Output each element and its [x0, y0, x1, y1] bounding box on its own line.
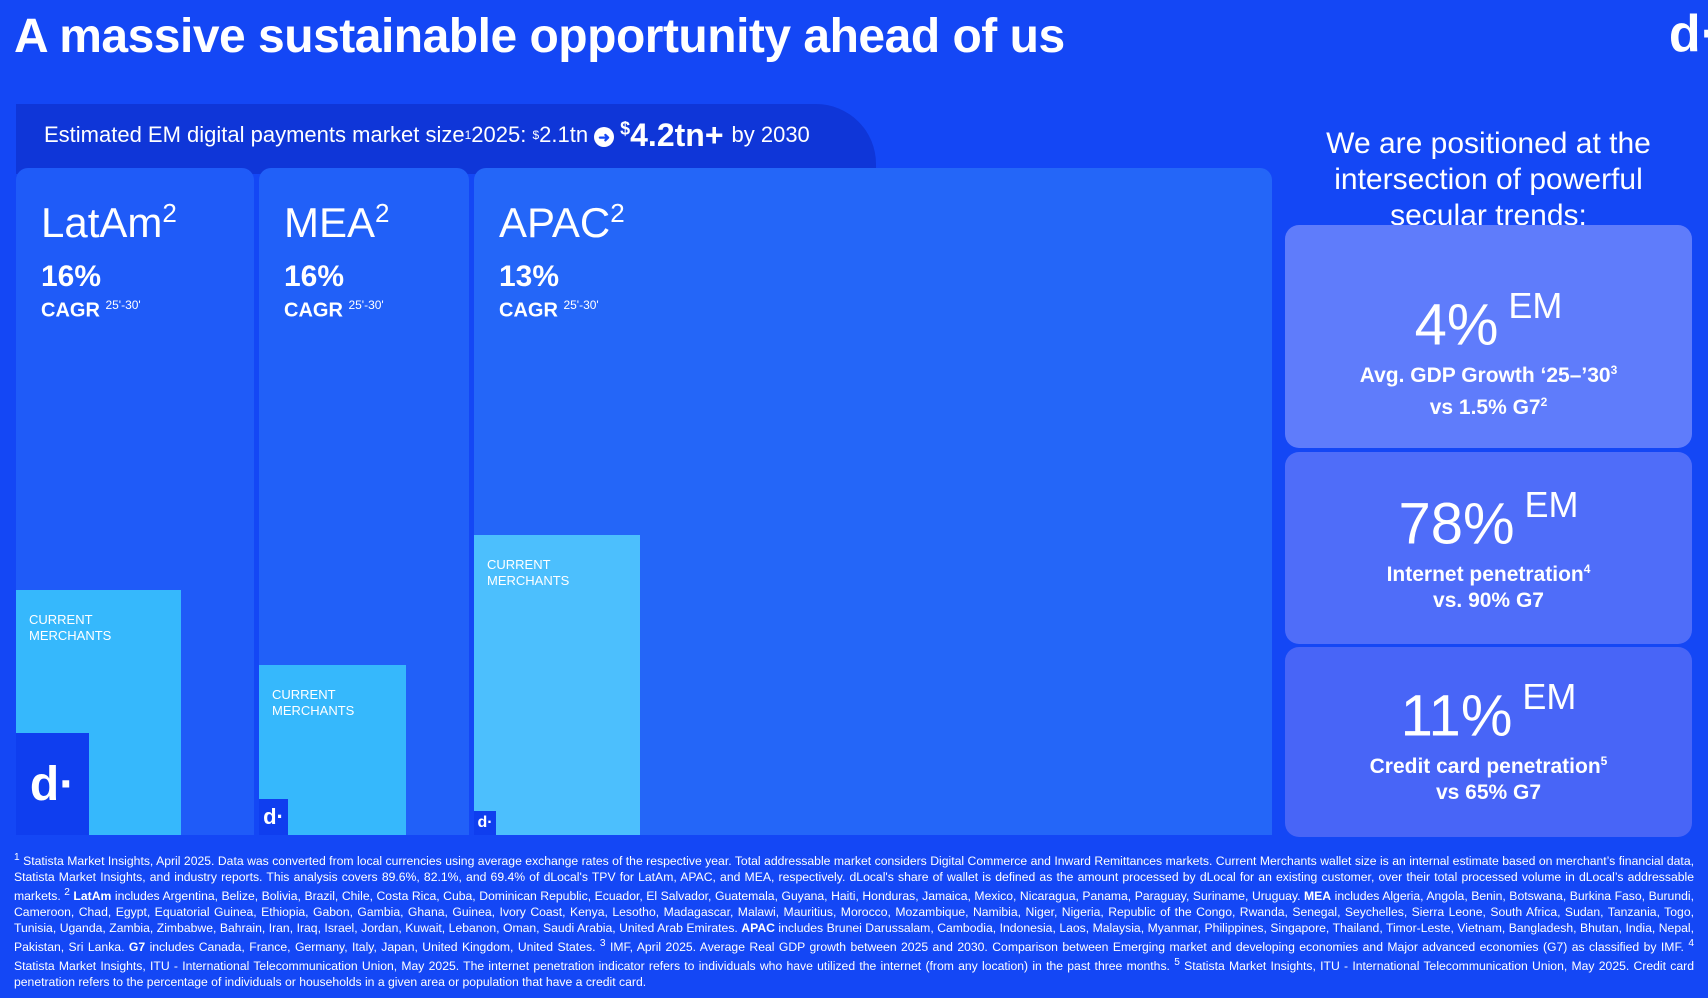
market-value-2025: 2.1tn: [539, 122, 589, 147]
footnote-number: 1: [14, 852, 20, 863]
stat-qualifier: EM: [1522, 676, 1577, 717]
stat-number: 78%: [1398, 491, 1515, 557]
dlocal-logo: d·: [1668, 5, 1708, 63]
footnote: 1 Statista Market Insights, April 2025. …: [14, 850, 1694, 990]
page-title: A massive sustainable opportunity ahead …: [14, 10, 1065, 63]
region-cagr-label: CAGR 25'-30': [499, 298, 599, 323]
market-size-label: Estimated EM digital payments market siz…: [44, 122, 465, 147]
cagr-period: 25'-30': [348, 298, 384, 312]
stat-description: Avg. GDP Growth ‘25–’303: [1285, 357, 1692, 389]
footnote-text: Statista Market Insights, ITU - Internat…: [14, 959, 1175, 974]
region-name-text: APAC: [499, 199, 611, 246]
market-size-banner: [16, 104, 876, 174]
region-cagr-value: 16%: [41, 260, 102, 293]
cagr-text: CAGR: [284, 299, 343, 322]
footnote-text: Statista Market Insights, ITU - Internat…: [14, 959, 1694, 990]
dlocal-share-box: d·: [16, 733, 89, 835]
footnote-ref: 2: [162, 198, 177, 228]
arrow-right-circle-icon: ➜: [594, 127, 615, 147]
stat-value: 11% EM: [1285, 671, 1692, 748]
footnote-text: includes Canada, France, Germany, Italy,…: [145, 940, 600, 955]
current-merchants-label: CURRENT MERCHANTS: [29, 612, 112, 643]
footnote-number: 4: [1688, 938, 1695, 950]
stat-description: Credit card penetration5: [1285, 748, 1692, 780]
stat-line-text: Avg. GDP Growth ‘25–’30: [1359, 364, 1611, 388]
current-merchants-box: CURRENT MERCHANTS d·: [16, 590, 181, 835]
stat-card-gdp-growth: 4% EM Avg. GDP Growth ‘25–’303 vs 1.5% G7…: [1285, 225, 1692, 448]
footnote-ref: 5: [1600, 754, 1608, 769]
market-value-2030-number: 4.2tn+: [630, 116, 724, 153]
stat-comparison: vs 1.5% G72: [1285, 389, 1692, 421]
current-merchants-label: CURRENT MERCHANTS: [487, 557, 570, 588]
footnote-text: includes Brunei Darussalam, Cambodia, In…: [14, 921, 1694, 955]
region-name: LatAm2: [41, 198, 177, 247]
stat-card-credit-card-penetration: 11% EM Credit card penetration5 vs 65% G7: [1285, 647, 1692, 837]
current-merchants-box: CURRENT MERCHANTS d·: [259, 665, 406, 835]
region-name: APAC2: [499, 198, 625, 247]
dlocal-logo: d·: [477, 814, 493, 831]
footnote-text: includes Argentina, Belize, Bolivia, Bra…: [111, 889, 1305, 904]
stat-line-text: vs 65% G7: [1435, 781, 1542, 805]
currency-symbol: $: [532, 128, 540, 142]
region-name-text: MEA: [284, 199, 376, 246]
region-cagr-label: CAGR 25'-30': [284, 298, 384, 323]
dlocal-share-box: d·: [259, 799, 288, 835]
footnote-label: LatAm: [69, 889, 112, 904]
stat-line-text: vs. 90% G7: [1433, 589, 1544, 613]
stat-value: 78% EM: [1285, 479, 1692, 556]
region-mea: MEA2 16% CAGR 25'-30' CURRENT MERCHANTS …: [259, 168, 469, 835]
stat-line-text: Credit card penetration: [1369, 755, 1601, 779]
market-value-2030: $4.2tn+: [620, 117, 723, 154]
stat-qualifier: EM: [1508, 285, 1563, 326]
cagr-text: CAGR: [41, 299, 100, 322]
region-name: MEA2: [284, 198, 389, 247]
footnote-number: 3: [599, 938, 606, 950]
region-cagr-value: 16%: [284, 260, 345, 293]
cagr-period: 25'-30': [563, 298, 599, 312]
footnote-label: MEA: [1304, 889, 1332, 904]
footnote-ref: 3: [1610, 363, 1618, 378]
footnote-ref: 2: [610, 198, 625, 228]
stat-line-text: vs 1.5% G7: [1429, 396, 1541, 420]
market-year: 2025:: [471, 122, 527, 147]
currency-symbol: $: [620, 117, 631, 138]
current-merchants-box: CURRENT MERCHANTS d·: [474, 535, 640, 835]
region-cagr-value: 13%: [499, 260, 560, 293]
trends-heading: We are positioned at the intersection of…: [1326, 127, 1651, 232]
current-merchants-label: CURRENT MERCHANTS: [272, 687, 355, 718]
stat-comparison: vs 65% G7: [1285, 780, 1692, 806]
stat-description: Internet penetration4: [1285, 556, 1692, 588]
footnote-number: 5: [1174, 957, 1180, 969]
dlocal-share-box: d·: [474, 811, 496, 835]
cagr-period: 25'-30': [105, 298, 141, 312]
stat-line-text: Internet penetration: [1386, 563, 1584, 587]
stat-card-internet-penetration: 78% EM Internet penetration4 vs. 90% G7: [1285, 452, 1692, 644]
dlocal-logo: d·: [29, 757, 76, 811]
stat-value: 4% EM: [1285, 280, 1692, 357]
market-size-header: Estimated EM digital payments market siz…: [44, 112, 810, 158]
footnote-text: includes Algeria, Angola, Benin, Botswan…: [14, 889, 1694, 936]
footnote-text: Statista Market Insights, April 2025. Da…: [14, 854, 1694, 904]
footnote-ref: 1: [464, 128, 472, 142]
footnote-ref: 2: [375, 198, 390, 228]
dlocal-logo: d·: [263, 804, 284, 829]
cagr-text: CAGR: [499, 299, 558, 322]
region-latam: LatAm2 16% CAGR 25'-30' CURRENT MERCHANT…: [16, 168, 254, 835]
stat-number: 11%: [1400, 683, 1513, 749]
footnote-ref: 4: [1583, 562, 1591, 577]
region-name-text: LatAm: [41, 199, 163, 246]
footnote-label: APAC: [741, 921, 775, 936]
region-cagr-label: CAGR 25'-30': [41, 298, 141, 323]
market-by-year: by 2030: [731, 122, 810, 147]
stat-number: 4%: [1414, 292, 1499, 358]
footnote-label: G7: [128, 940, 146, 955]
footnote-number: 2: [64, 887, 70, 899]
stat-qualifier: EM: [1524, 484, 1579, 525]
stat-comparison: vs. 90% G7: [1285, 588, 1692, 614]
region-apac: APAC2 13% CAGR 25'-30' CURRENT MERCHANTS…: [474, 168, 1272, 835]
footnote-ref: 2: [1540, 395, 1548, 410]
footnote-text: IMF, April 2025. Average Real GDP growth…: [605, 940, 1689, 955]
